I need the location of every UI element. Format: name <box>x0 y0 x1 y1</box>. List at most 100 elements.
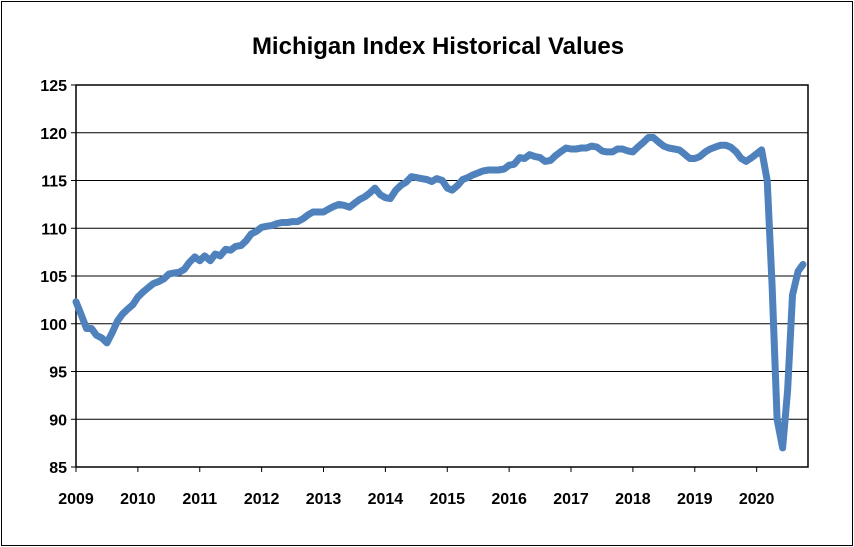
data-point <box>323 211 324 213</box>
data-point <box>575 148 577 150</box>
data-point <box>482 170 484 172</box>
data-point <box>374 187 376 189</box>
data-point <box>735 151 737 153</box>
data-point <box>261 226 263 228</box>
data-point <box>178 271 180 273</box>
data-point <box>751 157 753 159</box>
data-point <box>297 221 298 223</box>
data-point <box>271 224 273 226</box>
y-tick-label: 125 <box>40 78 67 95</box>
data-point <box>281 222 283 223</box>
y-tick-label: 100 <box>40 317 67 334</box>
data-point <box>601 150 603 152</box>
data-point <box>235 245 237 247</box>
data-point <box>121 313 123 315</box>
data-point <box>80 313 82 315</box>
data-point <box>472 174 474 176</box>
data-point <box>426 179 428 180</box>
data-point <box>389 198 391 200</box>
data-point <box>152 283 154 285</box>
data-point <box>95 334 97 336</box>
data-point <box>250 233 252 235</box>
data-point <box>694 158 696 159</box>
data-point <box>318 211 320 213</box>
data-point <box>642 141 644 143</box>
data-point <box>689 158 691 159</box>
data-point <box>287 222 289 223</box>
data-point <box>621 148 623 150</box>
data-point <box>658 141 660 143</box>
x-tick-label: 2012 <box>244 491 280 508</box>
data-point <box>776 418 778 420</box>
data-point <box>771 285 773 287</box>
data-point <box>451 189 453 191</box>
data-point <box>673 148 675 150</box>
data-point <box>663 145 665 147</box>
y-tick-label: 120 <box>40 126 67 143</box>
data-point <box>493 169 495 171</box>
y-tick-label: 85 <box>49 460 67 477</box>
data-point <box>467 177 469 179</box>
data-point <box>792 294 793 296</box>
data-point <box>405 181 407 183</box>
data-point <box>740 158 742 159</box>
data-point <box>581 147 582 149</box>
data-point <box>632 151 634 153</box>
data-point <box>519 157 521 159</box>
data-point <box>462 179 464 180</box>
y-tick-label: 115 <box>41 174 67 191</box>
data-point <box>446 187 448 189</box>
data-point <box>147 287 149 288</box>
data-point <box>720 144 722 146</box>
data-point <box>539 157 541 159</box>
data-point <box>349 206 350 208</box>
data-point <box>730 146 732 148</box>
x-tick-label: 2016 <box>491 491 527 508</box>
data-point <box>225 248 227 250</box>
y-tick-label: 90 <box>49 412 67 429</box>
x-tick-label: 2015 <box>429 491 465 508</box>
data-point <box>219 255 221 257</box>
data-point <box>436 178 438 180</box>
data-point <box>132 304 134 306</box>
data-point <box>570 148 572 150</box>
series-layer <box>72 134 807 452</box>
data-point <box>647 137 649 138</box>
data-point <box>364 196 366 198</box>
data-point <box>199 260 201 262</box>
data-point <box>369 192 371 194</box>
data-point <box>477 172 479 174</box>
y-tick-label: 105 <box>40 269 67 286</box>
data-point <box>797 270 799 272</box>
data-point <box>194 256 196 258</box>
data-point <box>508 164 510 166</box>
data-point <box>488 169 490 171</box>
data-point <box>91 328 92 329</box>
data-point <box>204 255 206 257</box>
y-tick-label: 110 <box>41 221 67 238</box>
data-point <box>555 155 556 157</box>
data-point <box>338 203 340 205</box>
data-point <box>343 204 345 206</box>
data-point <box>524 158 526 159</box>
data-point <box>101 337 103 339</box>
data-point <box>596 146 598 148</box>
chart-title: Michigan Index Historical Values <box>252 33 624 60</box>
x-tick-label: 2017 <box>553 491 589 508</box>
data-point <box>627 150 629 152</box>
data-point <box>276 223 278 224</box>
data-point <box>163 278 165 280</box>
data-point <box>415 177 417 179</box>
data-point <box>358 199 360 201</box>
x-tick-label: 2009 <box>58 491 94 508</box>
x-tick-label: 2020 <box>739 491 775 508</box>
data-point <box>637 146 639 148</box>
data-point <box>256 230 258 232</box>
data-point <box>550 159 552 161</box>
data-point <box>431 181 433 182</box>
data-point <box>75 301 77 303</box>
data-point <box>137 296 139 298</box>
data-point <box>725 144 727 146</box>
data-point <box>312 211 314 213</box>
